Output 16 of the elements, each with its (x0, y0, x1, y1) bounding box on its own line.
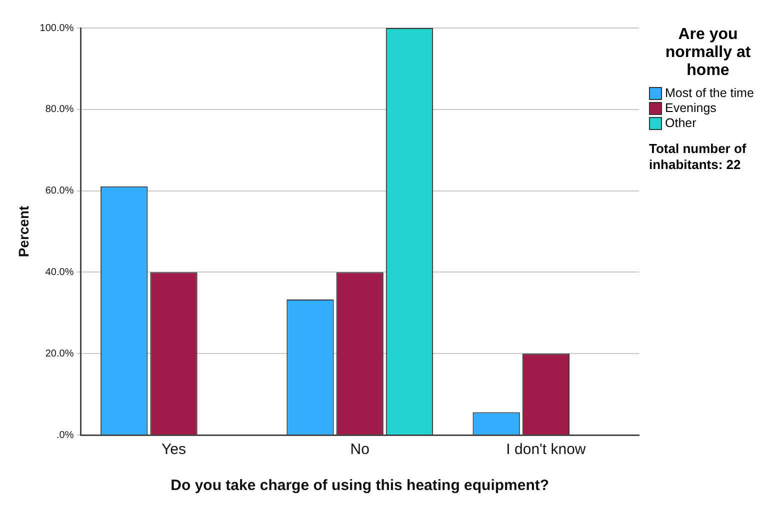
legend-label: Evenings (665, 101, 716, 116)
y-tick-label: 80.0% (45, 104, 74, 116)
legend-label: Most of the time (665, 86, 754, 101)
y-tick-label: 100.0% (40, 22, 74, 34)
y-tick-label: 60.0% (45, 186, 74, 197)
x-tick-label: No (350, 441, 370, 458)
y-tick-label: 40.0% (45, 266, 74, 278)
y-tick-label: .0% (56, 430, 74, 441)
legend-label: Other (665, 116, 696, 131)
x-tick-label: I don't know (506, 441, 586, 458)
x-tick-label: Yes (162, 441, 186, 458)
legend-title: Are you normally at home (664, 26, 752, 80)
y-tick-label: 20.0% (45, 348, 74, 360)
text: Total number of inhabitants: 22 (649, 141, 748, 173)
x-axis-title: Do you take charge of using this heating equipment? (170, 477, 550, 494)
y-axis-title: Percent (15, 205, 32, 258)
